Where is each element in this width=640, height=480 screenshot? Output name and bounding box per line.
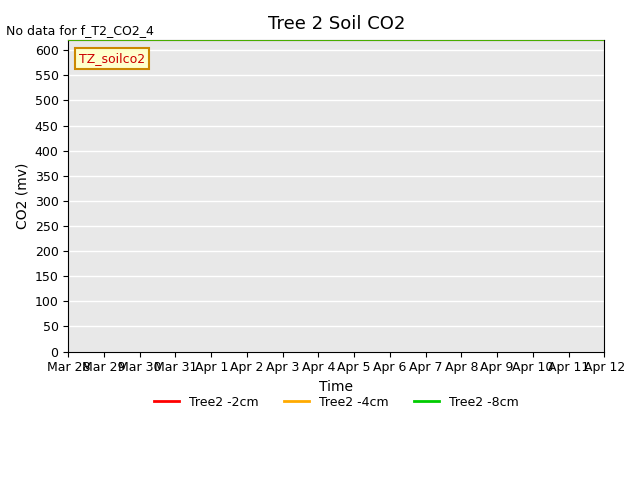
X-axis label: Time: Time bbox=[319, 380, 353, 394]
Legend: Tree2 -2cm, Tree2 -4cm, Tree2 -8cm: Tree2 -2cm, Tree2 -4cm, Tree2 -8cm bbox=[149, 391, 524, 414]
Text: TZ_soilco2: TZ_soilco2 bbox=[79, 52, 145, 65]
Y-axis label: CO2 (mv): CO2 (mv) bbox=[15, 163, 29, 229]
Text: No data for f_T2_CO2_4: No data for f_T2_CO2_4 bbox=[6, 24, 154, 37]
Title: Tree 2 Soil CO2: Tree 2 Soil CO2 bbox=[268, 15, 405, 33]
